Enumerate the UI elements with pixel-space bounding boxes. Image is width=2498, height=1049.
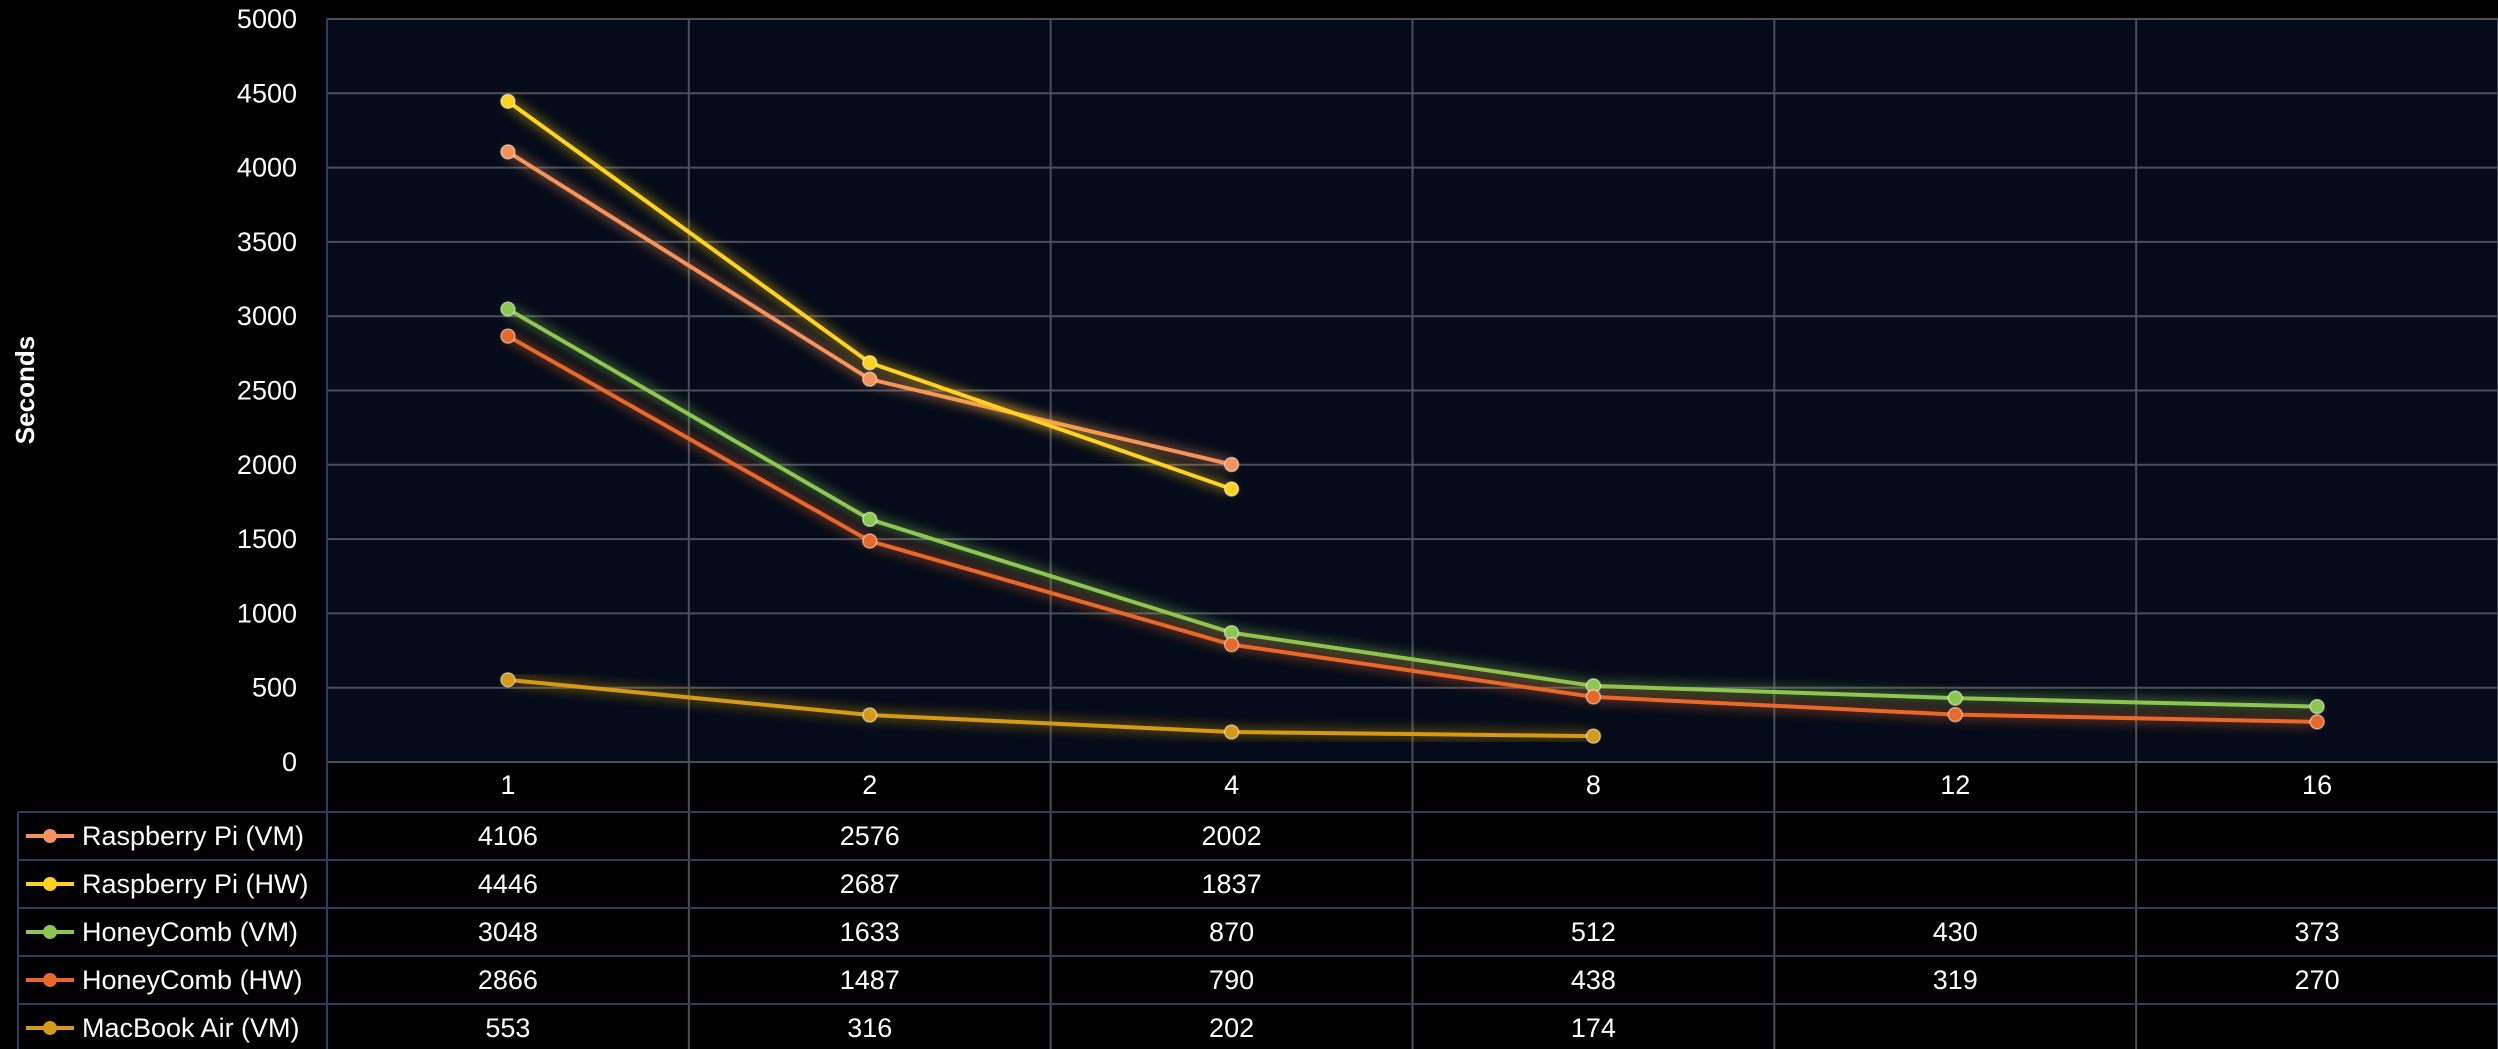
table-cell: 202 — [1209, 1013, 1254, 1043]
data-point — [1947, 690, 1963, 706]
data-point — [500, 144, 516, 160]
legend-key-marker — [43, 829, 57, 843]
y-axis-tick-labels: 0 500 1000 1500 2000 2500 3000 3500 4000 4500 5000 — [237, 4, 297, 777]
series-name: Raspberry Pi (VM) — [82, 821, 304, 851]
y-tick-label: 3500 — [237, 227, 297, 257]
data-point — [1223, 456, 1240, 473]
table-cell: 2687 — [840, 869, 900, 899]
series-name: HoneyComb (VM) — [82, 917, 298, 947]
y-tick-label: 3000 — [237, 301, 297, 331]
y-tick-label: 4000 — [237, 153, 297, 183]
x-tick-label: 2 — [862, 770, 877, 800]
series-line — [506, 307, 2318, 709]
y-tick-label: 1000 — [237, 598, 297, 628]
data-point — [500, 328, 516, 344]
legend-key-marker — [43, 973, 57, 987]
data-point — [1223, 481, 1240, 497]
table-cell: 2866 — [478, 965, 538, 995]
table-cell: 553 — [485, 1013, 530, 1043]
y-axis-label: Seconds — [10, 336, 40, 444]
legend-key-marker — [43, 877, 57, 891]
series-line — [507, 677, 1594, 739]
legend-key-marker — [43, 1021, 57, 1035]
data-point — [862, 511, 878, 528]
data-point — [2309, 714, 2325, 730]
y-tick-label: 1500 — [237, 524, 297, 554]
data-point — [500, 301, 516, 317]
y-tick-label: 5000 — [237, 4, 297, 34]
table-cell: 270 — [2295, 965, 2340, 995]
table-cell: 790 — [1209, 965, 1254, 995]
data-point — [2309, 698, 2325, 715]
grid-lines — [326, 18, 2498, 1049]
y-tick-label: 0 — [282, 747, 297, 777]
data-point — [862, 533, 878, 549]
x-tick-label: 4 — [1224, 770, 1239, 800]
data-point — [862, 371, 878, 387]
x-axis-tick-labels: 1 2 4 8 12 16 — [500, 770, 2332, 800]
table-cell: 319 — [1933, 965, 1978, 995]
legend-key-marker — [43, 925, 57, 939]
data-point — [500, 672, 516, 688]
data-point — [862, 707, 878, 723]
data-point — [1585, 689, 1602, 705]
table-cell: 1837 — [1202, 869, 1262, 899]
series-name: Raspberry Pi (HW) — [82, 869, 309, 899]
y-tick-label: 2500 — [237, 376, 297, 406]
series-line — [506, 334, 2318, 724]
y-tick-label: 500 — [252, 673, 297, 703]
table-cell: 4106 — [478, 821, 538, 851]
data-table: Raspberry Pi (VM) 4106 2576 2002 Raspberry P… — [17, 811, 2498, 1049]
series-points — [500, 93, 2325, 744]
data-point — [1223, 636, 1240, 653]
table-cell: 438 — [1571, 965, 1616, 995]
table-cell: 1487 — [840, 965, 900, 995]
y-tick-label: 2000 — [237, 450, 297, 480]
data-point — [1585, 728, 1602, 744]
table-cell: 174 — [1571, 1013, 1616, 1043]
table-cell: 430 — [1933, 917, 1978, 947]
table-cell: 4446 — [478, 869, 538, 899]
series-name: MacBook Air (VM) — [82, 1013, 300, 1043]
table-cell: 2002 — [1202, 821, 1262, 851]
y-tick-label: 4500 — [237, 78, 297, 108]
table-cell: 1633 — [840, 917, 900, 947]
table-cell: 2576 — [840, 821, 900, 851]
data-point — [500, 93, 516, 110]
x-tick-label: 8 — [1586, 770, 1601, 800]
data-point — [1223, 724, 1240, 740]
x-tick-label: 1 — [500, 770, 515, 800]
x-tick-label: 12 — [1940, 770, 1970, 800]
data-point — [1947, 706, 1963, 723]
x-tick-label: 16 — [2302, 770, 2332, 800]
table-cell: 870 — [1209, 917, 1254, 947]
data-point — [862, 354, 878, 371]
table-cell: 3048 — [478, 917, 538, 947]
series-name: HoneyComb (HW) — [82, 965, 303, 995]
table-cell: 373 — [2295, 917, 2340, 947]
table-cell: 316 — [847, 1013, 892, 1043]
table-cell: 512 — [1571, 917, 1616, 947]
